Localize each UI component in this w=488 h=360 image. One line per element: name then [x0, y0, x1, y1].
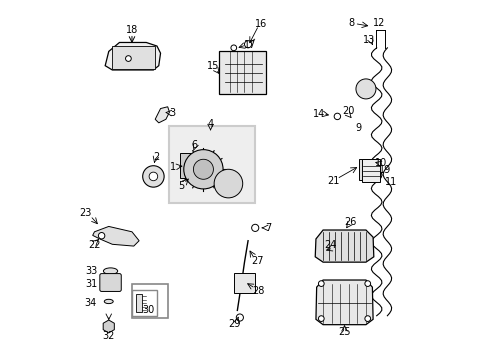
Text: 32: 32 [102, 331, 115, 341]
Text: 7: 7 [265, 223, 271, 233]
Text: 17: 17 [243, 40, 256, 50]
Polygon shape [93, 226, 139, 246]
Text: 8: 8 [347, 18, 353, 28]
Text: 28: 28 [252, 286, 264, 296]
Text: 21: 21 [326, 176, 339, 186]
FancyBboxPatch shape [362, 158, 380, 182]
FancyBboxPatch shape [132, 290, 157, 316]
Text: 10: 10 [374, 158, 386, 168]
Ellipse shape [104, 299, 113, 303]
Text: 5: 5 [178, 181, 183, 192]
Text: 4: 4 [207, 118, 213, 129]
Text: 29: 29 [228, 319, 240, 329]
FancyBboxPatch shape [233, 273, 255, 293]
Circle shape [251, 224, 258, 231]
Circle shape [236, 314, 243, 321]
Polygon shape [103, 320, 114, 333]
Text: 9: 9 [355, 123, 361, 133]
Circle shape [183, 150, 223, 189]
Text: 15: 15 [206, 62, 219, 71]
FancyBboxPatch shape [219, 51, 265, 94]
Circle shape [214, 169, 242, 198]
Text: 18: 18 [125, 25, 138, 35]
Text: 13: 13 [363, 35, 375, 45]
Circle shape [318, 281, 324, 287]
Polygon shape [105, 42, 160, 70]
Ellipse shape [103, 268, 118, 274]
Circle shape [244, 41, 251, 48]
Text: 27: 27 [251, 256, 264, 266]
Text: 1: 1 [170, 162, 176, 172]
Circle shape [98, 233, 104, 239]
Text: 22: 22 [88, 240, 101, 250]
Text: 3: 3 [169, 108, 175, 118]
FancyBboxPatch shape [100, 274, 121, 292]
Circle shape [333, 113, 340, 120]
Circle shape [318, 316, 324, 321]
Text: 25: 25 [338, 327, 350, 337]
FancyBboxPatch shape [169, 126, 255, 203]
FancyBboxPatch shape [180, 153, 208, 178]
Circle shape [149, 172, 157, 181]
Text: 33: 33 [85, 266, 98, 276]
Circle shape [230, 45, 236, 51]
Text: 6: 6 [191, 140, 197, 150]
Text: 2: 2 [152, 152, 159, 162]
FancyBboxPatch shape [358, 158, 378, 180]
FancyBboxPatch shape [132, 284, 167, 318]
Circle shape [364, 281, 370, 287]
Text: 24: 24 [324, 240, 336, 250]
Circle shape [142, 166, 164, 187]
FancyBboxPatch shape [112, 46, 155, 69]
Text: 34: 34 [84, 298, 97, 308]
Text: 31: 31 [85, 279, 98, 289]
FancyBboxPatch shape [136, 294, 142, 312]
Circle shape [355, 79, 375, 99]
Circle shape [125, 56, 131, 62]
Circle shape [364, 316, 370, 321]
Text: 20: 20 [341, 106, 354, 116]
Text: 12: 12 [372, 18, 385, 28]
Polygon shape [315, 280, 372, 325]
Polygon shape [155, 107, 169, 123]
Text: 23: 23 [79, 208, 92, 218]
Text: 30: 30 [142, 305, 155, 315]
Polygon shape [315, 230, 373, 262]
Text: 11: 11 [384, 177, 396, 187]
Text: 14: 14 [312, 109, 324, 119]
Text: 26: 26 [344, 217, 356, 227]
Circle shape [193, 159, 213, 179]
Text: 19: 19 [378, 165, 390, 175]
Text: 16: 16 [255, 19, 267, 29]
